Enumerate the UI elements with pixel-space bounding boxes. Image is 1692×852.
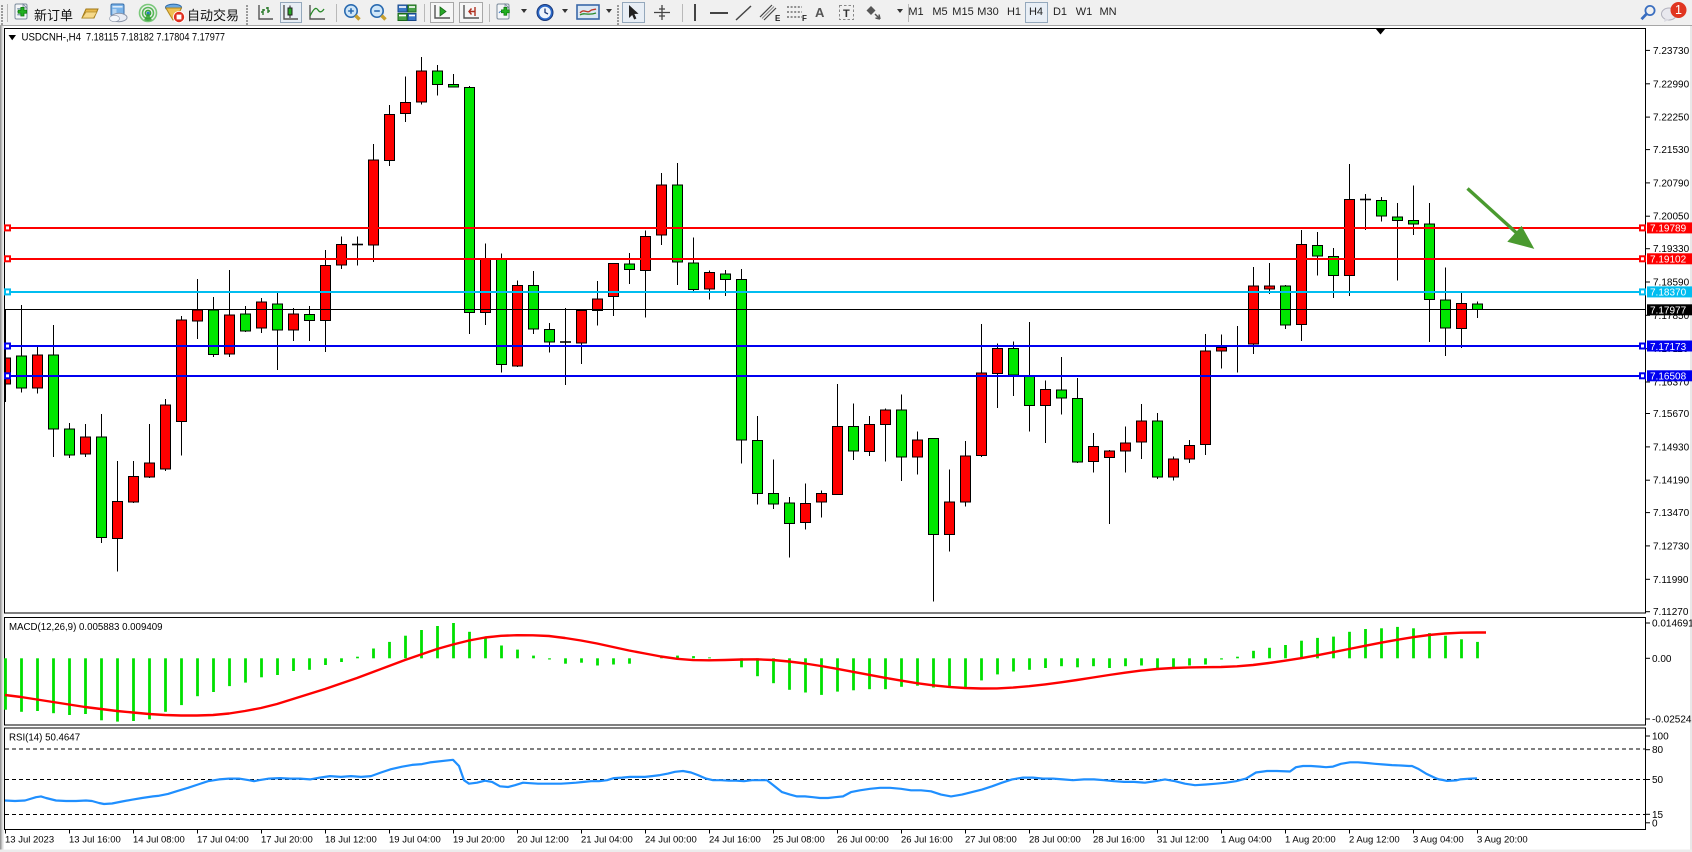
svg-text:17 Jul 20:00: 17 Jul 20:00	[261, 835, 313, 846]
svg-text:100: 100	[1652, 732, 1669, 743]
svg-text:F: F	[802, 14, 807, 22]
svg-text:7.17850: 7.17850	[1653, 311, 1690, 322]
svg-text:13 Jul 2023: 13 Jul 2023	[5, 835, 54, 846]
svg-text:1: 1	[1675, 3, 1682, 17]
svg-text:7.11990: 7.11990	[1653, 575, 1689, 586]
svg-text:3 Aug 20:00: 3 Aug 20:00	[1477, 835, 1528, 846]
svg-text:7.18370: 7.18370	[1650, 288, 1687, 299]
svg-text:80: 80	[1652, 745, 1664, 756]
svg-text:19 Jul 20:00: 19 Jul 20:00	[453, 835, 505, 846]
svg-text:14 Jul 08:00: 14 Jul 08:00	[133, 835, 185, 846]
svg-text:31 Jul 12:00: 31 Jul 12:00	[1157, 835, 1209, 846]
svg-text:15: 15	[1652, 810, 1664, 821]
svg-text:0.00: 0.00	[1652, 654, 1672, 665]
svg-text:USDCNH-,H4: USDCNH-,H4	[22, 31, 82, 43]
svg-text:T: T	[843, 8, 850, 20]
svg-text:-0.02524: -0.02524	[1652, 715, 1692, 726]
svg-text:E: E	[775, 14, 781, 22]
svg-text:3 Aug 04:00: 3 Aug 04:00	[1413, 835, 1464, 846]
svg-text:7.19102: 7.19102	[1650, 255, 1687, 266]
svg-text:7.20790: 7.20790	[1653, 178, 1690, 189]
svg-text:7.13470: 7.13470	[1653, 508, 1690, 519]
svg-text:7.22990: 7.22990	[1653, 79, 1690, 90]
svg-text:7.16508: 7.16508	[1650, 372, 1687, 383]
svg-text:7.20050: 7.20050	[1653, 212, 1690, 223]
svg-text:7.21530: 7.21530	[1653, 145, 1690, 156]
svg-text:RSI(14) 50.4647: RSI(14) 50.4647	[9, 733, 80, 744]
svg-text:7.11270: 7.11270	[1653, 607, 1689, 618]
svg-text:7.17173: 7.17173	[1650, 342, 1687, 353]
svg-text:24 Jul 00:00: 24 Jul 00:00	[645, 835, 697, 846]
svg-text:24 Jul 16:00: 24 Jul 16:00	[709, 835, 761, 846]
svg-text:7.12730: 7.12730	[1653, 541, 1690, 552]
svg-text:50: 50	[1652, 775, 1664, 786]
svg-text:7.15670: 7.15670	[1653, 409, 1690, 420]
svg-text:20 Jul 12:00: 20 Jul 12:00	[517, 835, 569, 846]
svg-text:1 Aug 04:00: 1 Aug 04:00	[1221, 835, 1272, 846]
svg-text:19 Jul 04:00: 19 Jul 04:00	[389, 835, 441, 846]
svg-text:7.22250: 7.22250	[1653, 113, 1690, 124]
svg-text:27 Jul 08:00: 27 Jul 08:00	[965, 835, 1017, 846]
svg-text:17 Jul 04:00: 17 Jul 04:00	[197, 835, 249, 846]
svg-text:28 Jul 16:00: 28 Jul 16:00	[1093, 835, 1145, 846]
svg-text:26 Jul 16:00: 26 Jul 16:00	[901, 835, 953, 846]
svg-text:7.18590: 7.18590	[1653, 278, 1690, 289]
svg-text:7.23730: 7.23730	[1653, 46, 1690, 57]
svg-text:18 Jul 12:00: 18 Jul 12:00	[325, 835, 377, 846]
svg-text:7.17977: 7.17977	[1650, 306, 1687, 317]
svg-text:7.16370: 7.16370	[1653, 378, 1690, 389]
svg-text:7.14930: 7.14930	[1653, 442, 1690, 453]
svg-text:MACD(12,26,9) 0.005883 0.00940: MACD(12,26,9) 0.005883 0.009409	[9, 622, 163, 633]
svg-text:28 Jul 00:00: 28 Jul 00:00	[1029, 835, 1081, 846]
svg-text:7.18115 7.18182 7.17804 7.1797: 7.18115 7.18182 7.17804 7.17977	[86, 31, 225, 43]
svg-text:21 Jul 04:00: 21 Jul 04:00	[581, 835, 633, 846]
svg-text:0: 0	[1652, 818, 1658, 829]
svg-text:25 Jul 08:00: 25 Jul 08:00	[773, 835, 825, 846]
svg-text:13 Jul 16:00: 13 Jul 16:00	[69, 835, 121, 846]
svg-text:7.19330: 7.19330	[1653, 244, 1690, 255]
svg-text:2 Aug 12:00: 2 Aug 12:00	[1349, 835, 1400, 846]
svg-text:26 Jul 00:00: 26 Jul 00:00	[837, 835, 889, 846]
svg-text:0.014691: 0.014691	[1652, 619, 1692, 630]
svg-text:1 Aug 20:00: 1 Aug 20:00	[1285, 835, 1336, 846]
svg-text:7.14190: 7.14190	[1653, 476, 1690, 487]
svg-text:7.19789: 7.19789	[1650, 224, 1687, 235]
